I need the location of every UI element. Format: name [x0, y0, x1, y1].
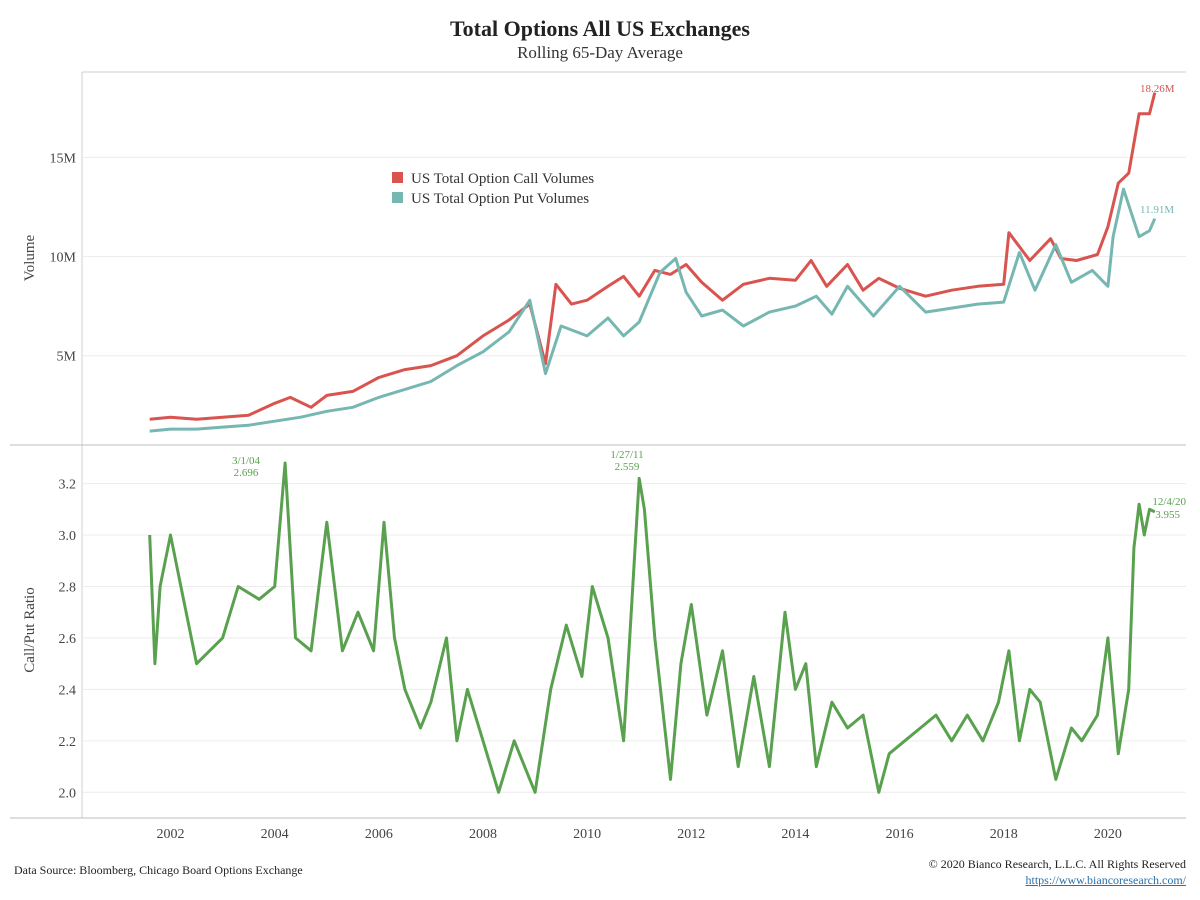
year-tick-label: 2004 [261, 827, 289, 842]
year-tick-label: 2020 [1094, 827, 1122, 842]
ratio-tick-label: 3.0 [59, 529, 77, 544]
year-tick-label: 2014 [781, 827, 809, 842]
volume-tick-label: 10M [50, 251, 77, 266]
call-volume-line [149, 92, 1157, 421]
volume-tick-label: 5M [57, 350, 77, 365]
ratio-tick-label: 2.4 [59, 683, 77, 698]
put-end-label: 11.91M [1140, 204, 1174, 216]
ratio-annotation-2020: 12/4/20 3.955 [1152, 496, 1186, 521]
ratio-tick-label: 2.6 [59, 632, 77, 647]
ratio-axis-label: Call/Put Ratio [22, 587, 38, 672]
annotation-value: 2.696 [234, 467, 259, 479]
year-tick-label: 2002 [157, 827, 185, 842]
volume-gridlines [82, 156, 1186, 357]
data-source: Data Source: Bloomberg, Chicago Board Op… [14, 863, 303, 877]
legend-swatch-call [392, 172, 403, 183]
year-tick-label: 2012 [677, 827, 705, 842]
ratio-tick-label: 2.8 [59, 580, 77, 595]
footer-credits: © 2020 Bianco Research, L.L.C. All Right… [929, 856, 1186, 888]
year-tick-labels: 2002 2004 2006 2008 2010 2012 2014 2016 2018 2020 [157, 827, 1122, 842]
website-link[interactable]: https://www.biancoresearch.com/ [1025, 873, 1186, 887]
ratio-tick-label: 2.0 [59, 786, 77, 801]
year-tick-label: 2008 [469, 827, 497, 842]
legend-swatch-put [392, 192, 403, 203]
annotation-date: 1/27/11 [610, 449, 643, 461]
legend-label-put: US Total Option Put Volumes [411, 191, 589, 207]
call-put-ratio-line [148, 461, 1156, 794]
copyright-text: © 2020 Bianco Research, L.L.C. All Right… [928, 857, 1186, 871]
annotation-date: 12/4/20 [1152, 496, 1186, 508]
call-end-label: 18.26M [1140, 83, 1175, 95]
ratio-annotation-2004: 3/1/04 2.696 [232, 455, 261, 479]
ratio-annotation-2011: 1/27/11 2.559 [610, 449, 643, 473]
ratio-tick-label: 3.2 [59, 478, 77, 493]
year-tick-label: 2006 [365, 827, 393, 842]
legend: US Total Option Call Volumes US Total Op… [392, 171, 594, 207]
chart-title: Total Options All US Exchanges [450, 16, 750, 41]
year-tick-label: 2010 [573, 827, 601, 842]
ratio-series [148, 461, 1156, 794]
annotation-value: 3.955 [1155, 509, 1180, 521]
annotation-value: 2.559 [615, 461, 640, 473]
legend-label-call: US Total Option Call Volumes [411, 171, 594, 187]
chart-subtitle: Rolling 65-Day Average [517, 43, 683, 62]
annotation-date: 3/1/04 [232, 455, 261, 467]
year-tick-label: 2018 [990, 827, 1018, 842]
volume-tick-label: 15M [50, 151, 77, 166]
put-volume-line [149, 187, 1157, 433]
ratio-tick-label: 2.2 [59, 735, 77, 750]
ratio-tick-labels: 2.0 2.2 2.4 2.6 2.8 3.0 3.2 [59, 478, 77, 802]
ratio-gridlines [82, 483, 1186, 793]
volume-tick-labels: 5M 10M 15M [50, 151, 77, 364]
volume-series [149, 92, 1157, 433]
year-tick-label: 2016 [886, 827, 914, 842]
volume-axis-label: Volume [22, 234, 38, 281]
